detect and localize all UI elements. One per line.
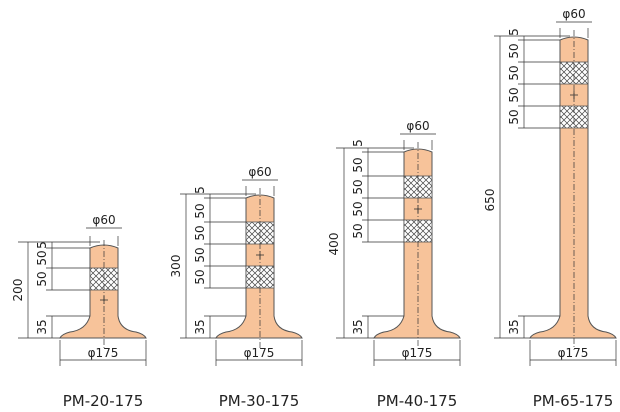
dim-segment: 5 <box>35 241 49 249</box>
dim-segment: 5 <box>507 28 521 36</box>
dim-segment: 50 <box>35 271 49 286</box>
dim-segment: 5 <box>351 139 365 147</box>
dim-total-height: 650 <box>483 189 497 212</box>
post-body <box>59 244 147 339</box>
dim-total-height: 300 <box>169 255 183 278</box>
dim-top-diameter: φ60 <box>92 213 115 227</box>
dim-total-height: 400 <box>327 233 341 256</box>
post-pm-20-175: φ60 200 5 50 50 35 φ175 PM-20-175 <box>11 213 147 410</box>
dim-segment: 50 <box>351 201 365 216</box>
dim-segment: 50 <box>193 269 207 284</box>
dim-base-height: 35 <box>507 319 521 334</box>
post-pm-65-175: φ60 650 5 50 50 50 50 35 φ175 PM-65-175 <box>483 7 617 410</box>
dim-segment: 50 <box>507 109 521 124</box>
dim-base-diameter: φ175 <box>244 346 275 360</box>
dim-segment: 50 <box>507 43 521 58</box>
dim-segment: 50 <box>351 223 365 238</box>
dim-base-height: 35 <box>193 319 207 334</box>
dim-base-height: 35 <box>35 319 49 334</box>
dim-base-diameter: φ175 <box>558 346 589 360</box>
dim-total-height: 200 <box>11 279 25 302</box>
post-pm-40-175: φ60 400 5 50 50 50 50 35 φ175 PM-40-175 <box>327 119 461 410</box>
reflector-band <box>559 105 589 129</box>
reflector-band <box>559 61 589 85</box>
post-body <box>529 36 617 339</box>
model-name: PM-40-175 <box>377 392 458 410</box>
model-name: PM-20-175 <box>63 392 144 410</box>
dim-segment: 50 <box>351 157 365 172</box>
dim-segment: 50 <box>193 247 207 262</box>
dim-base-diameter: φ175 <box>88 346 119 360</box>
post-pm-30-175: φ60 300 5 50 50 50 50 35 φ175 PM-30-175 <box>169 165 303 410</box>
post-body <box>373 148 461 339</box>
dim-top-diameter: φ60 <box>562 7 585 21</box>
dim-top-diameter: φ60 <box>406 119 429 133</box>
dim-segment: 5 <box>193 186 207 194</box>
model-name: PM-65-175 <box>533 392 614 410</box>
dim-segment: 50 <box>507 65 521 80</box>
dim-segment: 50 <box>35 250 49 265</box>
dim-segment: 50 <box>507 87 521 102</box>
dim-segment: 50 <box>193 203 207 218</box>
dim-base-height: 35 <box>351 319 365 334</box>
dim-segment: 50 <box>351 179 365 194</box>
model-name: PM-30-175 <box>219 392 300 410</box>
dim-top-diameter: φ60 <box>248 165 271 179</box>
dim-segment: 50 <box>193 225 207 240</box>
dim-base-diameter: φ175 <box>402 346 433 360</box>
